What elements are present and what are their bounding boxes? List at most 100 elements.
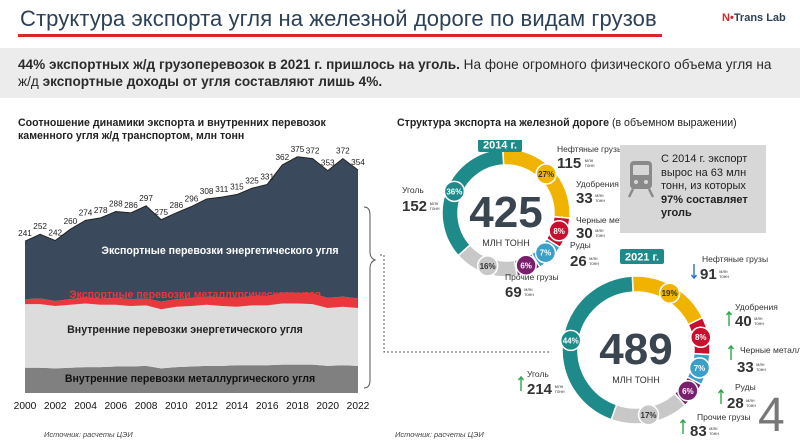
brand-logo: N•Trans Lab <box>722 12 786 24</box>
series-label: Экспортные перевозки энергетического угл… <box>101 245 338 257</box>
trend-up-icon <box>727 344 735 360</box>
x-tick-label: 2006 <box>104 401 127 412</box>
slice-value: 69 <box>505 284 522 301</box>
area-domestic-energy <box>25 303 358 369</box>
left-source: Источник: расчеты ЦЭИ <box>44 430 133 439</box>
donut-chart-title: Структура экспорта на железной дороге (в… <box>397 117 737 129</box>
slice-name: Черные металлы <box>576 215 644 225</box>
pct-label: 7% <box>694 364 706 373</box>
slice-value: 33 <box>737 359 754 376</box>
x-tick-label: 2022 <box>347 401 370 412</box>
donut-slice <box>561 275 634 421</box>
slice-unit: млн <box>595 228 604 233</box>
slice-name: Прочие грузы <box>697 412 751 422</box>
train-icon <box>627 161 655 198</box>
pct-bubble <box>535 163 557 185</box>
slice-unit: тонн <box>589 261 599 266</box>
x-tick-label: 2016 <box>256 401 279 412</box>
pct-bubble <box>534 241 557 264</box>
slice-unit: млн <box>555 384 564 389</box>
slice-unit: млн <box>595 193 604 198</box>
pct-label: 8% <box>553 227 565 236</box>
total-label: 286 <box>124 201 138 210</box>
donut-total-unit: МЛН ТОНН <box>482 238 530 248</box>
slice-name: Нефтяные грузы <box>702 254 768 264</box>
slice-name: Нефтяные грузы <box>557 144 623 154</box>
pct-bubble <box>677 380 699 402</box>
info-line1: С 2014 г. экспорт вырос на 63 млн тонн, … <box>661 153 748 192</box>
slice-value: 214 <box>527 381 553 398</box>
total-label: 372 <box>306 147 320 156</box>
slice-value: 83 <box>690 423 707 440</box>
pct-bubble <box>690 326 712 348</box>
slice-name: Руды <box>735 382 756 392</box>
pct-bubble <box>548 220 570 242</box>
total-label: 353 <box>321 159 335 168</box>
total-label: 275 <box>154 208 168 217</box>
area-domestic-metal <box>25 364 358 393</box>
total-label: 372 <box>336 147 350 156</box>
pct-label: 6% <box>682 387 694 396</box>
pct-bubble <box>443 180 466 203</box>
info-line2: 97% составляет уголь <box>661 193 748 220</box>
slice-unit: млн <box>754 316 763 321</box>
year-label: 2014 г. <box>483 140 517 152</box>
x-tick-label: 2008 <box>135 401 158 412</box>
slice-name: Удобрения <box>576 179 619 189</box>
slice-name: Удобрения <box>735 302 778 312</box>
pct-bubble <box>637 404 660 426</box>
slice-value: 28 <box>727 395 744 412</box>
slice-unit: млн <box>709 426 718 431</box>
total-label: 354 <box>351 158 365 167</box>
area-chart-title: Соотношение динамики экспорта и внутренн… <box>18 117 326 142</box>
pct-label: 8% <box>695 333 707 342</box>
summary-text: 44% экспортных ж/д грузоперевозок в 2021… <box>18 56 778 90</box>
trend-up-icon <box>517 375 525 391</box>
logo-text-n: N <box>722 12 730 24</box>
pct-label: 44% <box>563 336 579 345</box>
area-export-energy <box>25 156 358 302</box>
series-label: Внутренние перевозки металлургического у… <box>65 373 315 385</box>
trend-up-icon <box>717 388 725 404</box>
pct-label: 6% <box>520 261 532 270</box>
slice-value: 30 <box>576 225 593 242</box>
series-label: Внутренние перевозки энергетического угл… <box>67 324 303 336</box>
pct-label: 27% <box>538 170 554 179</box>
pct-label: 16% <box>480 262 496 271</box>
pct-bubble <box>559 329 582 352</box>
slice-unit: тонн <box>430 206 440 211</box>
donut-title-normal: (в объемном выражении) <box>609 117 737 129</box>
donut-total: 425 <box>469 188 542 237</box>
slice-unit: млн <box>756 362 765 367</box>
slice-unit: тонн <box>595 233 605 238</box>
slice-unit: млн <box>585 158 594 163</box>
pct-bubble <box>515 254 537 277</box>
donut-title-bold: Структура экспорта на железной дороге <box>397 117 610 129</box>
page-number: 4 <box>758 389 785 442</box>
x-tick-label: 2020 <box>316 401 339 412</box>
logo-dot: • <box>729 12 734 24</box>
x-tick-label: 2000 <box>14 401 37 412</box>
slice-value: 33 <box>576 190 593 207</box>
pct-label: 17% <box>641 411 657 420</box>
right-source: Источник: расчеты ЦЭИ <box>395 430 484 439</box>
total-label: 311 <box>215 185 228 194</box>
x-tick-label: 2004 <box>74 401 97 412</box>
slice-unit: тонн <box>555 389 565 394</box>
slice-unit: тонн <box>754 321 764 326</box>
summary-part2: На фоне огромного физического объема угл… <box>18 57 772 89</box>
slice-name: Черные металлы <box>740 345 800 355</box>
series-label: Экспортные перевозки металлургического у… <box>69 289 321 301</box>
slice-name: Руды <box>570 240 591 250</box>
total-label: 296 <box>185 195 199 204</box>
total-label: 308 <box>200 187 214 196</box>
summary-part3: экспортные доходы от угля составляют лиш… <box>42 74 383 89</box>
total-label: 315 <box>230 183 244 192</box>
year-label: 2021 г. <box>625 252 659 264</box>
trend-up-icon <box>725 310 733 326</box>
pct-label: 7% <box>540 249 552 258</box>
total-label: 278 <box>94 206 108 215</box>
title-underline <box>18 34 662 37</box>
slice-unit: млн <box>719 269 728 274</box>
